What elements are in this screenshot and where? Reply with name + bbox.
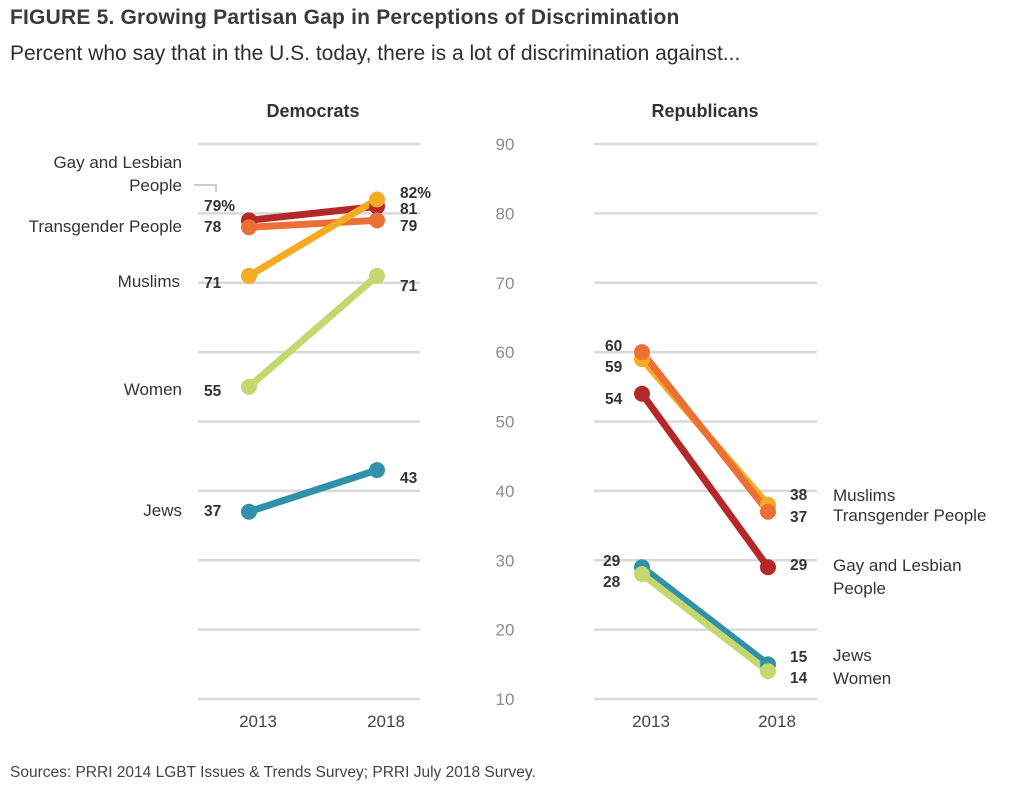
category-label-rep: Jews (833, 646, 872, 665)
point-rep-women-2018 (760, 663, 776, 680)
data-label-dem-0: 55 (204, 383, 222, 400)
data-label-dem-0: 79% (204, 198, 235, 215)
data-label-rep-0: 54 (605, 391, 623, 408)
data-label-dem-1: 82% (400, 185, 431, 202)
data-label-rep-0: 29 (603, 553, 621, 570)
data-label-dem-0: 37 (204, 503, 221, 520)
source-note: Sources: PRRI 2014 LGBT Issues & Trends … (10, 764, 536, 781)
category-label-dem: Jews (143, 501, 182, 520)
y-tick-label: 30 (496, 551, 515, 570)
data-label-dem-0: 78 (204, 219, 222, 236)
series-line-rep-transgender-people (638, 348, 772, 516)
data-label-dem-1: 79 (400, 218, 418, 235)
series-line-rep-women (638, 570, 772, 675)
series-line-dem-transgender-people (245, 216, 381, 231)
y-tick-label: 90 (496, 135, 515, 154)
y-tick-label: 20 (496, 621, 515, 640)
category-label-rep: Muslims (833, 486, 895, 505)
data-label-rep-0: 28 (603, 574, 621, 591)
data-label-dem-1: 71 (400, 278, 418, 295)
series-line-dem-jews (245, 466, 381, 516)
data-label-rep-1: 29 (790, 557, 808, 574)
y-tick-label: 50 (496, 413, 515, 432)
series-line-rep-gay-and-lesbian-people (638, 390, 772, 571)
category-label-dem: Gay and Lesbian People (53, 153, 182, 195)
point-rep-transgender-people-2013 (634, 344, 650, 361)
series-line-dem-muslims (245, 196, 381, 280)
x-tick-label: 2018 (758, 712, 796, 731)
category-label-dem: Women (124, 380, 182, 399)
data-label-rep-0: 60 (605, 338, 622, 355)
data-label-rep-1: 38 (790, 487, 808, 504)
x-tick-label: 2018 (367, 712, 405, 731)
figure-title: FIGURE 5. Growing Partisan Gap in Percep… (10, 6, 680, 29)
label-connector (194, 184, 217, 192)
point-dem-women-2013 (241, 378, 257, 395)
panel-title-republicans: Republicans (651, 101, 758, 121)
category-label-rep: Transgender People (833, 506, 986, 525)
category-label-dem: Muslims (118, 272, 180, 291)
y-tick-label: 80 (496, 204, 515, 223)
point-rep-transgender-people-2018 (760, 503, 776, 520)
point-dem-muslims-2013 (241, 267, 257, 284)
series-line-dem-women (245, 272, 381, 391)
point-rep-gay-and-lesbian-people-2018 (760, 559, 776, 576)
y-tick-label: 60 (496, 343, 515, 362)
data-label-rep-0: 59 (605, 359, 623, 376)
point-rep-gay-and-lesbian-people-2013 (634, 385, 650, 402)
point-rep-women-2013 (634, 566, 650, 583)
point-dem-jews-2013 (241, 503, 257, 520)
series-lines (245, 196, 772, 675)
y-tick-label: 70 (496, 274, 515, 293)
data-label-rep-1: 37 (790, 509, 807, 526)
point-dem-muslims-2018 (369, 191, 385, 208)
point-dem-transgender-people-2018 (369, 212, 385, 229)
y-tick-label: 10 (496, 690, 515, 709)
x-tick-label: 2013 (239, 712, 277, 731)
data-label-rep-1: 14 (790, 670, 808, 687)
y-axis: 90 80 70 60 50 40 30 20 10 (496, 135, 515, 709)
y-tick-label: 40 (496, 482, 515, 501)
category-label-rep: Gay and Lesbian People (833, 556, 962, 598)
category-label-rep: Women (833, 669, 891, 688)
data-label-dem-1: 43 (400, 470, 418, 487)
x-tick-label: 2013 (632, 712, 670, 731)
data-labels: 79% 81 78 79 71 82% 55 71 37 43 54 29 59 38 60 37 29 15 28… (204, 185, 808, 687)
data-label-dem-0: 71 (204, 275, 222, 292)
data-label-dem-1: 81 (400, 201, 418, 218)
point-dem-jews-2018 (369, 462, 385, 479)
point-dem-women-2018 (369, 267, 385, 284)
series-points (241, 191, 776, 680)
figure-subtitle: Percent who say that in the U.S. today, … (10, 42, 741, 65)
series-line-rep-jews (638, 563, 772, 668)
panel-title-democrats: Democrats (266, 101, 359, 121)
point-dem-transgender-people-2013 (241, 219, 257, 236)
x-axis-labels: 2013 2018 2013 2018 (239, 712, 796, 731)
category-label-dem: Transgender People (29, 217, 182, 236)
data-label-rep-1: 15 (790, 649, 808, 666)
